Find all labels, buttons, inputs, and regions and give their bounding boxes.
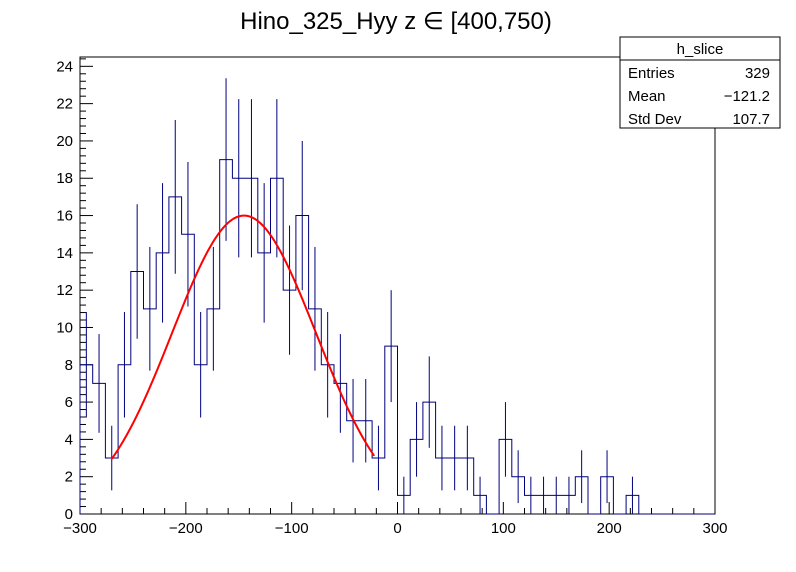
plot-area: −300 −200 −100 0 100 200 300024681012141618202…	[56, 56, 728, 537]
y-tick-label: 24	[56, 58, 73, 75]
x-tick-label: −300	[63, 520, 97, 537]
stats-stddev-label: Std Dev	[628, 111, 682, 128]
y-tick-label: 12	[56, 282, 73, 299]
stats-stddev-value: 107.7	[732, 111, 770, 128]
stats-entries-label: Entries	[628, 65, 675, 82]
stats-mean-value: −121.2	[724, 88, 770, 105]
stats-box: h_slice Entries 329 Mean −121.2 Std Dev …	[619, 36, 781, 129]
gaussian-fit-curve	[110, 214, 376, 460]
x-tick-label: 100	[491, 520, 516, 537]
x-tick-label: 0	[393, 520, 401, 537]
y-tick-label: 16	[56, 208, 73, 225]
histogram-outline	[79, 159, 715, 515]
x-tick-label: 200	[597, 520, 622, 537]
y-tick-label: 6	[65, 394, 73, 411]
stats-mean-label: Mean	[628, 88, 666, 105]
y-tick-label: 8	[65, 357, 73, 374]
y-tick-label: 2	[65, 469, 73, 486]
x-tick-label: 300	[702, 520, 727, 537]
x-tick-label: −100	[275, 520, 309, 537]
stats-entries-value: 329	[745, 65, 770, 82]
y-tick-label: 14	[56, 245, 73, 262]
chart-title: Hino_325_Hyy z ∈ [400,750)	[240, 8, 552, 35]
stats-box-frame	[619, 36, 781, 129]
y-tick-label: 20	[56, 133, 73, 150]
y-tick-label: 0	[65, 506, 73, 523]
x-tick-label: −200	[169, 520, 203, 537]
stats-box-title: h_slice	[677, 41, 724, 58]
y-tick-label: 10	[56, 319, 73, 336]
y-tick-label: 22	[56, 96, 73, 113]
y-tick-label: 18	[56, 170, 73, 187]
y-tick-label: 4	[65, 431, 73, 448]
